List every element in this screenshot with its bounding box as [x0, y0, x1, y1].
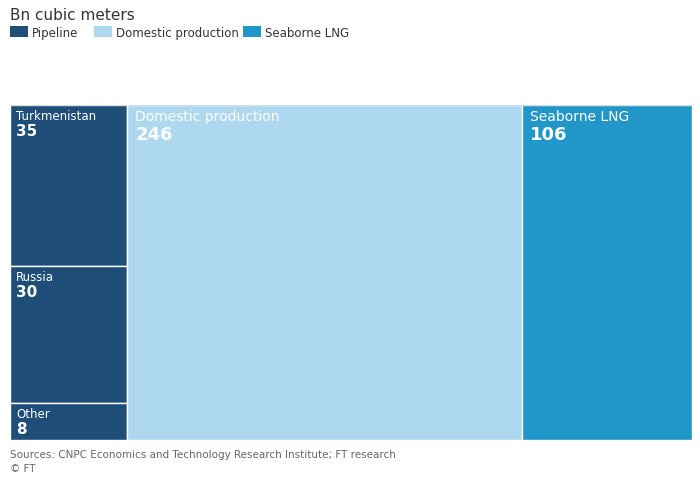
Bar — [243, 26, 260, 37]
Text: 106: 106 — [530, 126, 568, 144]
Text: 246: 246 — [135, 126, 173, 144]
Text: Domestic production: Domestic production — [135, 110, 279, 124]
Bar — [10, 404, 127, 440]
Text: 8: 8 — [16, 422, 27, 438]
Text: 35: 35 — [16, 124, 37, 139]
Bar — [10, 266, 127, 404]
Text: Russia: Russia — [16, 270, 54, 283]
Text: Seaborne LNG: Seaborne LNG — [530, 110, 629, 124]
Text: © FT: © FT — [10, 464, 36, 474]
Text: Sources: CNPC Economics and Technology Research Institute; FT research: Sources: CNPC Economics and Technology R… — [10, 450, 396, 460]
Bar — [127, 105, 522, 440]
Bar — [94, 26, 113, 37]
Text: Domestic production: Domestic production — [116, 27, 239, 40]
Bar — [10, 26, 28, 37]
Text: Other: Other — [16, 408, 50, 422]
Text: Pipeline: Pipeline — [32, 27, 78, 40]
Text: Bn cubic meters: Bn cubic meters — [10, 8, 134, 23]
Text: Turkmenistan: Turkmenistan — [16, 110, 96, 123]
Text: 30: 30 — [16, 284, 37, 300]
Text: Seaborne LNG: Seaborne LNG — [265, 27, 349, 40]
Bar — [10, 105, 127, 266]
Bar — [522, 105, 692, 440]
